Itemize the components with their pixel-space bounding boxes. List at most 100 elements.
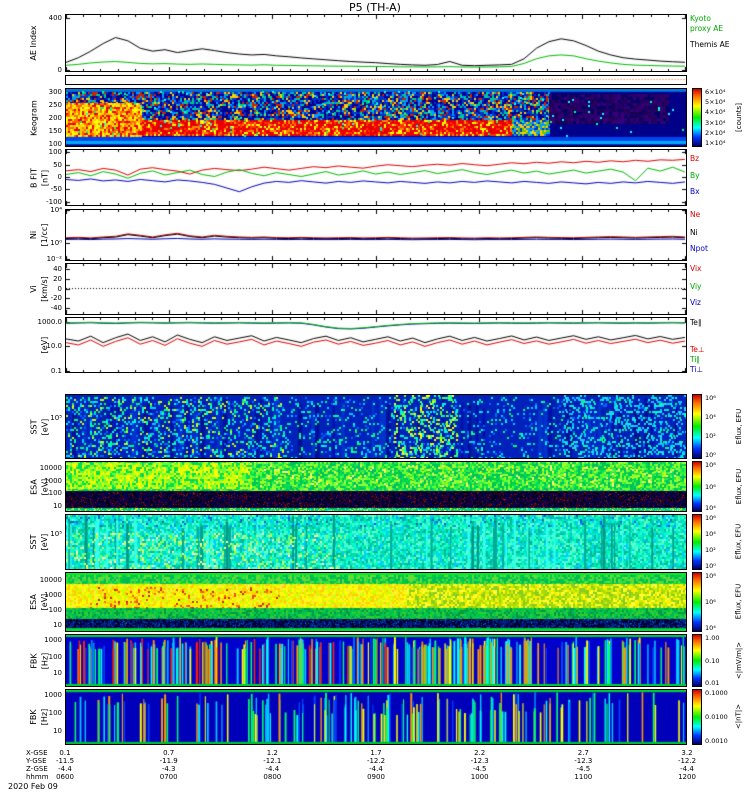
data-availability-panel [65, 75, 687, 85]
sst-electron-yunit: [eV] [40, 533, 49, 551]
fbk-bfield-ytick-2: 10 [53, 726, 62, 735]
sst-electron-colorbar-tick-0: 10⁶ [705, 514, 716, 522]
temperature-legend-2: Ti∥ [690, 355, 701, 365]
ae-index-legend-2: Themis AE [690, 40, 730, 50]
fbk-bfield-colorbar-unit: <|nT|> [734, 703, 743, 730]
keogram-colorbar-tick-3: 3×10⁴ [705, 118, 726, 127]
fbk-efield-panel [65, 634, 687, 687]
keogram-colorbar-unit: [counts] [734, 102, 743, 132]
sst-ion-yunit: [eV] [40, 418, 49, 435]
esa-ion-ytick-0: 10000 [39, 464, 62, 473]
fbk-efield-colorbar-unit: <|mV/m|> [734, 641, 743, 679]
temperature-ytick-1: 10.0 [46, 342, 62, 351]
esa-electron-canvas [66, 573, 686, 631]
esa-electron-ytick-0: 10000 [39, 576, 62, 585]
fbk-efield-ytick-1: 100 [48, 652, 62, 661]
fbk-efield-ytick-0: 1000 [44, 636, 62, 645]
b-fit-ytick-2: 0 [57, 173, 62, 181]
velocity-legend-1: Viy [690, 281, 702, 291]
velocity-ytick-3: -20 [50, 294, 62, 303]
keogram-ytick-2: 200 [48, 113, 62, 122]
footer-value-3-5: 1100 [574, 773, 593, 781]
velocity-ytick-4: -40 [50, 304, 62, 313]
esa-ion-colorbar-tick-0: 10⁸ [705, 461, 716, 469]
density-ylabel: Ni [29, 230, 38, 240]
fbk-bfield-colorbar-tick-1: 0.0100 [705, 713, 728, 721]
sst-electron-colorbar-tick-3: 10⁰ [705, 562, 716, 570]
velocity-ytick-1: 20 [53, 274, 62, 283]
sst-electron-colorbar-tick-2: 10² [705, 546, 716, 554]
footer-value-3-0: 0600 [56, 773, 74, 781]
sst-ion-panel [65, 394, 687, 459]
esa-electron-colorbar-tick-0: 10⁸ [705, 572, 716, 580]
keogram-panel [65, 88, 687, 147]
sst-electron-panel [65, 514, 687, 570]
esa-ion-canvas [66, 462, 686, 511]
temperature-legend-0: Te∥ [690, 318, 702, 328]
fbk-efield-colorbar-tick-0: 1.00 [705, 634, 720, 642]
sst-ion-colorbar-unit: Eflux, EFU [734, 408, 743, 444]
keogram-canvas [66, 89, 686, 146]
velocity-legend-2: Viz [690, 298, 701, 308]
velocity-canvas [66, 264, 686, 314]
sst-electron-colorbar-unit: Eflux, EFU [734, 523, 743, 560]
footer-value-2-4: -4.5 [472, 765, 487, 773]
sst-electron-ytick-0: 10⁵ [50, 530, 62, 539]
footer-value-2-0: -4.4 [58, 765, 72, 773]
footer-value-0-1: 0.7 [163, 749, 175, 757]
fbk-bfield-canvas [66, 690, 686, 744]
fbk-bfield-colorbar [692, 689, 702, 745]
keogram-colorbar-tick-1: 5×10⁴ [705, 98, 726, 107]
keogram-ytick-3: 150 [48, 126, 62, 135]
sst-ion-colorbar-tick-0: 10⁶ [705, 394, 716, 402]
fbk-efield-colorbar-tick-1: 0.10 [705, 656, 720, 665]
footer-value-1-6: -12.2 [677, 757, 697, 765]
keogram-colorbar-tick-0: 6×10⁴ [705, 88, 726, 96]
fbk-bfield-colorbar-tick-2: 0.0010 [705, 737, 728, 745]
footer-label-2: Z-GSE [26, 765, 48, 773]
velocity-panel [65, 263, 687, 315]
footer-value-0-2: 1.2 [266, 749, 278, 757]
sst-electron-colorbar-tick-1: 10⁴ [705, 530, 716, 538]
footer-value-3-4: 1000 [470, 773, 489, 781]
keogram-colorbar [692, 88, 702, 147]
ae-index-ytick-0: 400 [48, 13, 62, 22]
fbk-efield-colorbar-tick-2: 0.01 [705, 679, 720, 687]
esa-electron-ytick-3: 10 [53, 621, 62, 630]
page-title: P5 (TH-A) [349, 1, 401, 14]
footer-value-0-4: 2.2 [474, 749, 486, 757]
temperature-ytick-2: 0.1 [50, 367, 62, 375]
fbk-efield-colorbar [692, 634, 702, 687]
temperature-ytick-0: 1000.0 [37, 317, 63, 326]
esa-electron-colorbar-tick-2: 10⁴ [705, 624, 716, 632]
ae-index-ylabel: AE Index [29, 25, 38, 61]
temperature-legend-3: Ti⊥ [690, 365, 703, 375]
footer-value-3-2: 0800 [263, 773, 282, 781]
footer-value-1-4: -12.3 [470, 757, 489, 765]
footer-value-2-6: -4.4 [680, 765, 694, 773]
footer-value-0-5: 2.7 [577, 749, 589, 757]
sst-electron-ylabel: SST [29, 534, 38, 550]
density-legend-0: Ne [690, 210, 701, 220]
esa-electron-ytick-1: 1000 [44, 591, 62, 600]
footer-value-2-2: -4.4 [265, 765, 280, 773]
footer-label-1: Y-GSE [26, 757, 47, 765]
ae-index-canvas [66, 15, 686, 71]
esa-ion-panel [65, 461, 687, 512]
density-ytick-0: 10⁴ [50, 206, 62, 214]
b-fit-legend-1: By [690, 170, 700, 180]
footer-value-3-1: 0700 [159, 773, 178, 781]
fbk-bfield-colorbar-tick-0: 0.1000 [705, 689, 728, 697]
footer-value-3-6: 1200 [678, 773, 696, 781]
footer-value-1-2: -12.1 [263, 757, 282, 765]
keogram-ytick-4: 100 [48, 139, 62, 148]
esa-ion-ytick-3: 10 [53, 502, 62, 511]
footer-value-1-1: -11.9 [159, 757, 178, 765]
footer-value-1-3: -12.2 [366, 757, 386, 765]
fbk-bfield-ytick-0: 1000 [44, 691, 62, 700]
esa-ion-ytick-2: 100 [48, 489, 62, 498]
esa-ion-colorbar-tick-2: 10⁴ [705, 504, 716, 512]
esa-ion-ytick-1: 1000 [44, 476, 62, 485]
footer-value-2-3: -4.4 [369, 765, 383, 773]
